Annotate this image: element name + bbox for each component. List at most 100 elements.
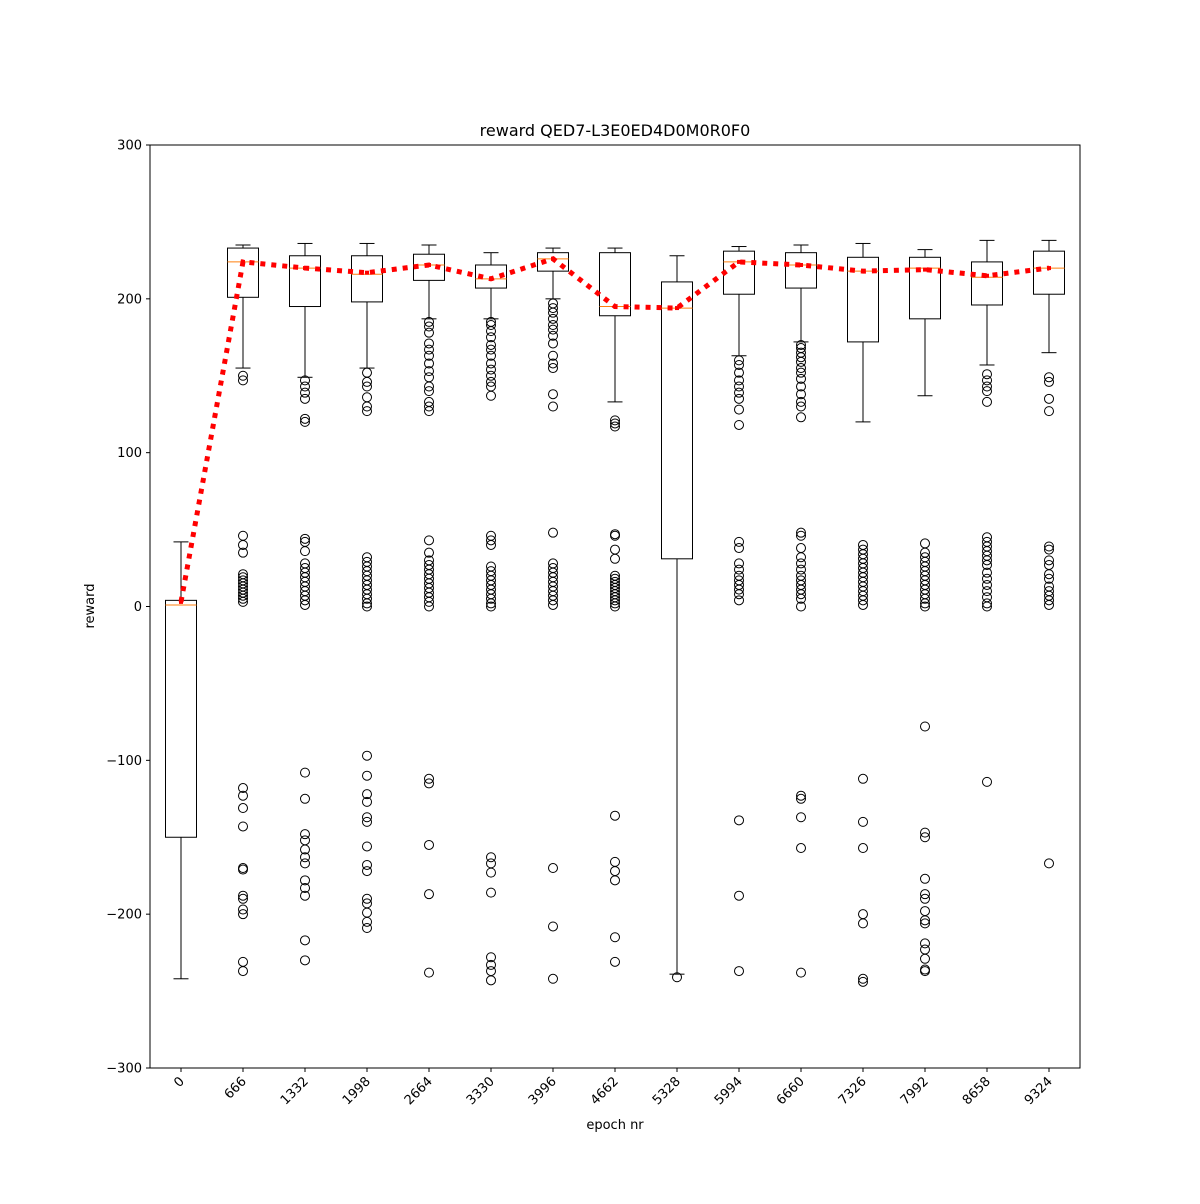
box-iqr	[785, 252, 817, 289]
outlier-point	[1044, 569, 1054, 580]
outlier-point	[920, 598, 930, 609]
outlier-point	[796, 367, 806, 378]
outlier-point	[796, 812, 806, 823]
outlier-point	[486, 959, 496, 970]
outlier-point	[424, 338, 434, 349]
outlier-point	[610, 530, 620, 541]
outlier-point	[1044, 393, 1054, 404]
outlier-point	[858, 816, 868, 827]
outlier-point	[300, 890, 310, 901]
box-iqr	[227, 247, 259, 298]
outlier-point	[734, 584, 744, 595]
outlier-point	[610, 932, 620, 943]
outlier-point	[796, 373, 806, 384]
outlier-point	[424, 778, 434, 789]
box-epoch-3330	[475, 252, 507, 986]
mean-marker	[241, 259, 245, 264]
outlier-point	[486, 350, 496, 361]
mean-marker	[675, 306, 679, 311]
outlier-point	[548, 921, 558, 932]
outlier-point	[548, 303, 558, 314]
outlier-point	[610, 598, 620, 609]
box-iqr	[599, 252, 631, 317]
outlier-point	[362, 923, 372, 934]
outlier-point	[796, 558, 806, 569]
plot-frame	[149, 144, 1081, 1069]
outlier-point	[238, 375, 248, 386]
outlier-point	[796, 339, 806, 350]
outlier-point	[486, 364, 496, 375]
outlier-point	[238, 909, 248, 920]
outlier-point	[1044, 376, 1054, 387]
outlier-point	[362, 401, 372, 412]
outlier-point	[362, 893, 372, 904]
outlier-point	[486, 358, 496, 369]
mean-marker	[985, 273, 989, 278]
outlier-point	[548, 863, 558, 874]
outlier-point	[734, 815, 744, 826]
outlier-point	[920, 827, 930, 838]
outlier-point	[548, 527, 558, 538]
outlier-point	[610, 601, 620, 612]
outlier-point	[362, 789, 372, 800]
box-iqr	[289, 255, 321, 308]
outlier-point	[982, 598, 992, 609]
outlier-point	[300, 883, 310, 894]
outlier-point	[238, 590, 248, 601]
mean-marker	[737, 259, 741, 264]
outlier-point	[920, 721, 930, 732]
outlier-point	[858, 595, 868, 606]
outlier-point	[362, 593, 372, 604]
y-tick-label: 100	[117, 446, 142, 461]
outlier-point	[796, 381, 806, 392]
mean-marker	[551, 256, 555, 261]
outlier-point	[858, 843, 868, 854]
outlier-point	[1044, 599, 1054, 610]
box-iqr	[847, 256, 879, 343]
y-tick-label: 0	[134, 600, 142, 615]
outlier-point	[362, 770, 372, 781]
outlier-point	[486, 598, 496, 609]
mean-marker	[427, 262, 431, 267]
outlier-point	[610, 415, 620, 426]
outlier-point	[858, 599, 868, 610]
outlier-point	[734, 367, 744, 378]
mean-line-layer	[178, 256, 1051, 604]
outlier-point	[300, 875, 310, 886]
outlier-point	[734, 595, 744, 606]
outlier-point	[920, 893, 930, 904]
outlier-point	[610, 553, 620, 564]
outlier-point	[796, 352, 806, 363]
outlier-point	[796, 601, 806, 612]
outlier-point	[796, 790, 806, 801]
box-series	[165, 239, 1065, 987]
outlier-point	[424, 547, 434, 558]
outlier-point	[548, 319, 558, 330]
outlier-point	[424, 350, 434, 361]
outlier-point	[610, 421, 620, 432]
outlier-point	[548, 324, 558, 335]
outlier-point	[858, 976, 868, 987]
box-epoch-6660	[785, 244, 817, 978]
outlier-point	[300, 829, 310, 840]
outlier-point	[238, 803, 248, 814]
outlier-point	[734, 393, 744, 404]
mean-marker	[365, 270, 369, 275]
mean-marker	[861, 269, 865, 274]
outlier-point	[486, 867, 496, 878]
outlier-point	[982, 555, 992, 566]
outlier-point	[486, 370, 496, 381]
outlier-point	[796, 401, 806, 412]
outlier-point	[920, 915, 930, 926]
outlier-point	[734, 381, 744, 392]
outlier-point	[238, 966, 248, 977]
outlier-point	[734, 966, 744, 977]
outlier-point	[734, 375, 744, 386]
box-epoch-1998	[351, 242, 383, 934]
outlier-point	[300, 393, 310, 404]
outlier-point	[362, 841, 372, 852]
outlier-point	[982, 375, 992, 386]
x-axis-label: epoch nr	[586, 1118, 644, 1133]
outlier-point	[362, 916, 372, 927]
